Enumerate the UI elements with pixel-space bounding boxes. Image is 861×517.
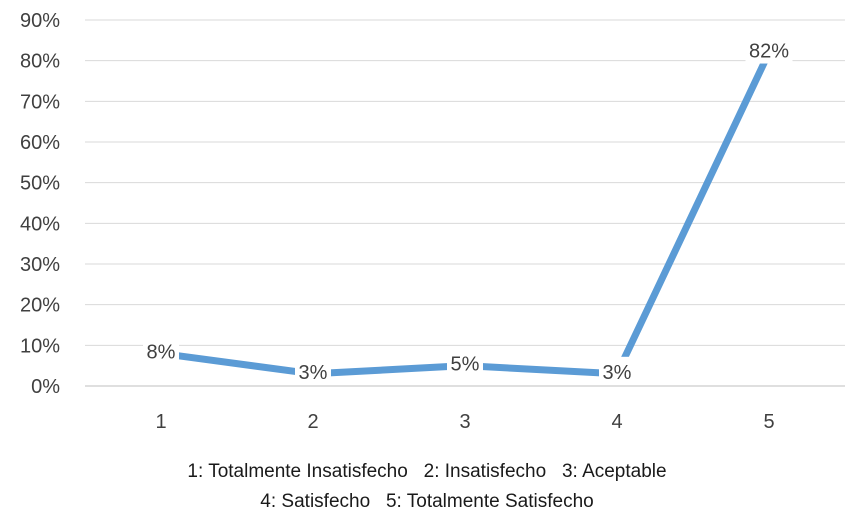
y-axis-ticks: 0% 10% 20% 30% 40% 50% 60% 70% 80% 90%: [20, 10, 60, 398]
data-label: 3%: [299, 362, 328, 384]
data-label: 5%: [451, 354, 480, 376]
y-tick-label: 60%: [20, 132, 60, 154]
y-tick-label: 90%: [20, 10, 60, 32]
series-line-path: [160, 51, 773, 378]
x-tick-label: 2: [307, 411, 318, 433]
data-label-background: [143, 336, 179, 365]
x-tick-label: 1: [155, 411, 166, 433]
legend-line-2: 4: Satisfecho 5: Totalmente Satisfecho: [260, 491, 593, 512]
series-line: [160, 51, 773, 378]
y-tick-label: 0%: [31, 376, 60, 398]
y-tick-label: 10%: [20, 335, 60, 357]
x-tick-label: 3: [459, 411, 470, 433]
legend-line-1: 1: Totalmente Insatisfecho 2: Insatisfec…: [187, 461, 666, 482]
y-tick-label: 20%: [20, 295, 60, 317]
data-label-background: [745, 35, 793, 64]
x-axis-ticks: 1 2 3 4 5: [155, 411, 774, 433]
y-tick-label: 50%: [20, 173, 60, 195]
data-label-background: [599, 356, 635, 385]
x-tick-label: 4: [611, 411, 622, 433]
y-tick-label: 40%: [20, 213, 60, 235]
gridlines: [85, 19, 845, 387]
y-tick-label: 80%: [20, 51, 60, 73]
data-labels: 8% 3% 5% 3% 82%: [143, 35, 793, 385]
data-label-background: [447, 348, 483, 377]
data-label: 3%: [603, 362, 632, 384]
data-label-background: [295, 356, 331, 385]
data-label: 8%: [147, 341, 176, 363]
data-label: 82%: [749, 41, 789, 63]
y-tick-label: 70%: [20, 91, 60, 113]
x-tick-label: 5: [763, 411, 774, 433]
y-tick-label: 30%: [20, 254, 60, 276]
